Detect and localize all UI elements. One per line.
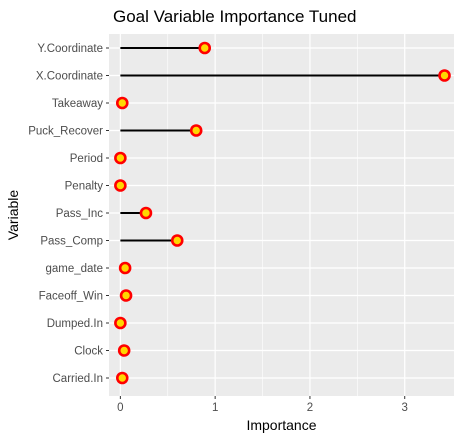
chart-title: Goal Variable Importance Tuned <box>113 7 357 26</box>
point-Penalty <box>114 179 127 192</box>
x-tick-label: 2 <box>307 402 313 414</box>
x-axis-title: Importance <box>246 417 316 433</box>
y-tick-label: game_date <box>45 263 103 275</box>
x-tick-label: 3 <box>402 402 408 414</box>
point-Dumped.In <box>114 316 127 330</box>
point-Pass_Comp <box>170 234 184 247</box>
y-axis-title: Variable <box>5 190 21 241</box>
y-tick-label: X.Coordinate <box>36 71 103 83</box>
y-tick-label: Carried.In <box>53 373 104 385</box>
y-tick-label: Y.Coordinate <box>37 43 103 55</box>
y-tick-label: Clock <box>74 346 103 358</box>
y-tick-label: Puck_Recover <box>28 126 103 138</box>
point-Period <box>114 151 127 165</box>
y-tick-label: Period <box>70 153 103 165</box>
point-Faceoff_Win <box>119 289 133 302</box>
axes: Y.Coordinate X.Coordinate Takeaway Puck_Rec… <box>28 43 408 414</box>
y-tick-label: Penalty <box>65 181 104 193</box>
y-tick-label: Faceoff_Win <box>39 291 103 303</box>
x-tick-label: 1 <box>212 402 218 414</box>
points <box>114 41 451 385</box>
point-Takeaway <box>115 96 129 110</box>
x-tick-label: 0 <box>117 402 123 414</box>
plot-panel <box>109 34 454 396</box>
y-tick-label: Pass_Comp <box>40 236 103 248</box>
y-tick-label: Takeaway <box>52 98 103 110</box>
y-tick-label: Dumped.In <box>47 318 103 330</box>
point-Pass_Inc <box>139 206 153 220</box>
y-tick-label: Pass_Inc <box>56 208 104 220</box>
point-Puck_Recover <box>189 124 203 137</box>
point-Clock <box>117 344 131 357</box>
point-Y.Coordinate <box>198 41 212 55</box>
point-X.Coordinate <box>438 69 451 82</box>
point-Carried.In <box>115 371 129 385</box>
point-game_date <box>118 261 132 275</box>
